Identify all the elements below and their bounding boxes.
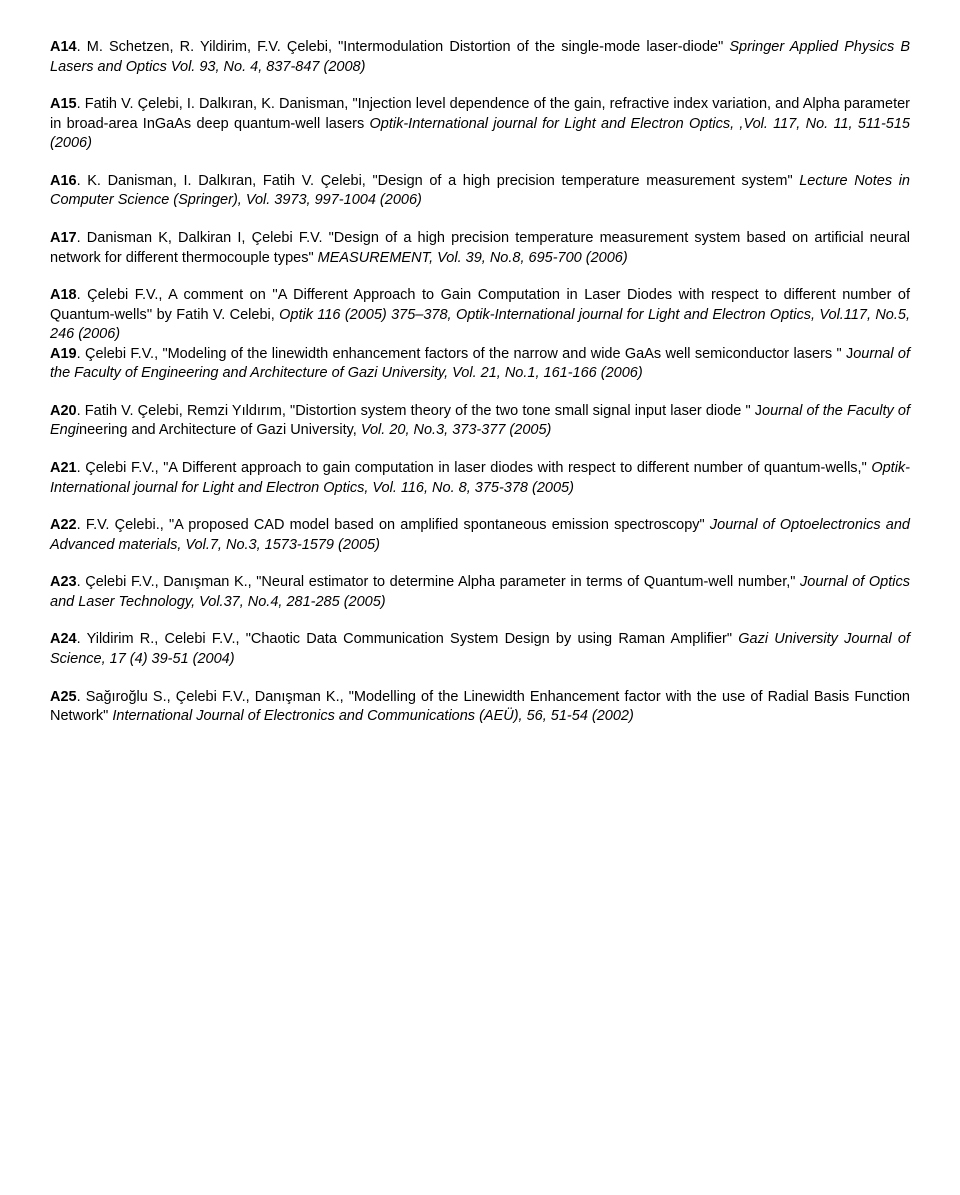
ref-a20: A20. Fatih V. Çelebi, Remzi Yıldırım, "D… — [50, 402, 910, 441]
ref-a18: A18. Çelebi F.V., A comment on ''A Diffe… — [50, 286, 910, 345]
ref-a16: A16. K. Danisman, I. Dalkıran, Fatih V. … — [50, 172, 910, 211]
ref-id: A23 — [50, 574, 77, 590]
ref-id: A14 — [50, 39, 77, 55]
ref-a23: A23. Çelebi F.V., Danışman K., "Neural e… — [50, 573, 910, 612]
ref-id: A21 — [50, 460, 77, 476]
ref-a24: A24. Yildirim R., Celebi F.V., "Chaotic … — [50, 630, 910, 669]
ref-a21: A21. Çelebi F.V., "A Different approach … — [50, 459, 910, 498]
ref-a15: A15. Fatih V. Çelebi, I. Dalkıran, K. Da… — [50, 95, 910, 154]
ref-id: A16 — [50, 173, 77, 189]
ref-text: . Çelebi F.V., "Modeling of the linewidt… — [77, 346, 854, 362]
ref-id: A20 — [50, 403, 77, 419]
ref-id: A22 — [50, 517, 77, 533]
ref-text2: neering and Architecture of Gazi Univers… — [79, 422, 361, 438]
ref-a17: A17. Danisman K, Dalkiran I, Çelebi F.V.… — [50, 229, 910, 268]
ref-id: A24 — [50, 631, 77, 647]
ref-id: A15 — [50, 96, 77, 112]
ref-text: . Yildirim R., Celebi F.V., "Chaotic Dat… — [77, 631, 739, 647]
ref-a25: A25. Sağıroğlu S., Çelebi F.V., Danışman… — [50, 688, 910, 727]
ref-a19: A19. Çelebi F.V., "Modeling of the linew… — [50, 345, 910, 384]
ref-citation: MEASUREMENT, Vol. 39, No.8, 695-700 (200… — [318, 250, 628, 266]
ref-a14: A14. M. Schetzen, R. Yildirim, F.V. Çele… — [50, 38, 910, 77]
ref-text: . M. Schetzen, R. Yildirim, F.V. Çelebi,… — [77, 39, 730, 55]
ref-id: A18 — [50, 287, 77, 303]
ref-id: A25 — [50, 689, 77, 705]
ref-id: A17 — [50, 230, 77, 246]
ref-text: . Fatih V. Çelebi, Remzi Yıldırım, "Dist… — [77, 403, 762, 419]
ref-citation2: Vol. 20, No.3, 373-377 (2005) — [361, 422, 552, 438]
ref-text: . Çelebi F.V., Danışman K., "Neural esti… — [77, 574, 800, 590]
ref-text: . K. Danisman, I. Dalkıran, Fatih V. Çel… — [77, 173, 800, 189]
ref-a22: A22. F.V. Çelebi., "A proposed CAD model… — [50, 516, 910, 555]
ref-text: . F.V. Çelebi., "A proposed CAD model ba… — [77, 517, 710, 533]
ref-citation: International Journal of Electronics and… — [112, 708, 633, 724]
ref-text: . Çelebi F.V., "A Different approach to … — [77, 460, 872, 476]
ref-id: A19 — [50, 346, 77, 362]
